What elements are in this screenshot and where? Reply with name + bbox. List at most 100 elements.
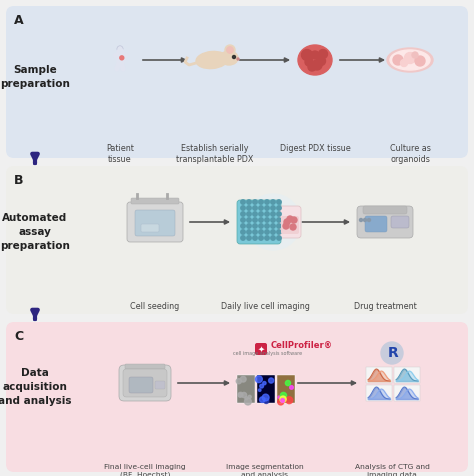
Circle shape <box>245 398 251 405</box>
Circle shape <box>287 216 293 222</box>
Circle shape <box>248 395 251 398</box>
Circle shape <box>120 56 124 60</box>
Text: Establish serially
transplantable PDX: Establish serially transplantable PDX <box>176 144 254 164</box>
Circle shape <box>253 206 257 210</box>
Ellipse shape <box>298 45 332 75</box>
Text: Data
acquisition
and analysis: Data acquisition and analysis <box>0 368 72 406</box>
Circle shape <box>259 230 263 234</box>
Circle shape <box>241 218 245 222</box>
Circle shape <box>253 224 257 228</box>
Circle shape <box>241 224 245 228</box>
Text: ✦: ✦ <box>257 345 264 354</box>
FancyBboxPatch shape <box>365 216 387 232</box>
Text: Cell seeding: Cell seeding <box>130 302 180 311</box>
FancyBboxPatch shape <box>366 385 392 401</box>
Circle shape <box>262 394 269 401</box>
Circle shape <box>291 217 297 223</box>
Text: R: R <box>388 346 398 360</box>
Circle shape <box>290 224 296 230</box>
Circle shape <box>286 397 293 404</box>
Circle shape <box>260 384 264 388</box>
Circle shape <box>238 392 243 397</box>
Circle shape <box>259 218 263 222</box>
Circle shape <box>247 230 251 234</box>
Circle shape <box>277 218 281 222</box>
FancyBboxPatch shape <box>135 210 175 236</box>
Circle shape <box>277 206 281 210</box>
Circle shape <box>283 223 289 229</box>
Circle shape <box>359 218 363 221</box>
Circle shape <box>265 218 269 222</box>
FancyBboxPatch shape <box>131 198 179 204</box>
FancyBboxPatch shape <box>257 375 275 403</box>
Circle shape <box>280 396 286 402</box>
Circle shape <box>247 218 251 222</box>
Circle shape <box>241 200 245 204</box>
Text: Final live-cell imaging
(BF, Hoechst)
Metabolic activity
assay (CTG): Final live-cell imaging (BF, Hoechst) Me… <box>104 464 186 476</box>
Text: Culture as
organoids: Culture as organoids <box>390 144 430 164</box>
Circle shape <box>285 380 291 386</box>
Circle shape <box>269 378 273 383</box>
Circle shape <box>415 56 425 66</box>
Circle shape <box>253 218 257 222</box>
Circle shape <box>280 392 287 398</box>
FancyBboxPatch shape <box>237 200 281 244</box>
Circle shape <box>117 46 123 52</box>
FancyBboxPatch shape <box>366 367 392 383</box>
Circle shape <box>233 56 236 59</box>
Circle shape <box>277 230 281 234</box>
FancyBboxPatch shape <box>255 343 267 355</box>
Text: C: C <box>14 330 23 343</box>
Circle shape <box>271 224 275 228</box>
Ellipse shape <box>390 50 430 70</box>
Circle shape <box>290 386 293 389</box>
Circle shape <box>265 206 269 210</box>
Circle shape <box>236 378 241 384</box>
Circle shape <box>253 236 257 240</box>
FancyBboxPatch shape <box>394 367 420 383</box>
FancyBboxPatch shape <box>127 202 183 242</box>
Ellipse shape <box>220 51 238 65</box>
Circle shape <box>312 60 322 70</box>
Circle shape <box>277 224 281 228</box>
Text: B: B <box>14 174 24 187</box>
Circle shape <box>278 396 281 398</box>
Circle shape <box>393 55 403 65</box>
Circle shape <box>255 376 262 383</box>
FancyBboxPatch shape <box>155 381 165 389</box>
FancyBboxPatch shape <box>123 369 167 397</box>
Circle shape <box>247 206 251 210</box>
Text: Automated
assay
preparation: Automated assay preparation <box>0 213 70 251</box>
Circle shape <box>264 398 269 404</box>
Circle shape <box>301 50 312 60</box>
Text: Daily live cell imaging: Daily live cell imaging <box>220 302 310 311</box>
FancyBboxPatch shape <box>141 224 159 232</box>
FancyBboxPatch shape <box>394 385 420 401</box>
Ellipse shape <box>196 51 228 69</box>
Circle shape <box>259 224 263 228</box>
Circle shape <box>241 230 245 234</box>
Circle shape <box>265 230 269 234</box>
Text: Sample
preparation: Sample preparation <box>0 65 70 89</box>
Circle shape <box>253 230 257 234</box>
Text: Image segmentation
and analysis: Image segmentation and analysis <box>226 464 304 476</box>
FancyBboxPatch shape <box>129 377 153 393</box>
Circle shape <box>271 236 275 240</box>
Circle shape <box>364 218 366 221</box>
Circle shape <box>319 50 328 59</box>
Circle shape <box>238 393 242 397</box>
Circle shape <box>237 58 239 60</box>
Circle shape <box>271 206 275 210</box>
Circle shape <box>281 398 284 402</box>
FancyBboxPatch shape <box>6 6 468 158</box>
Text: Patient
tissue: Patient tissue <box>106 144 134 164</box>
FancyBboxPatch shape <box>277 375 295 403</box>
Circle shape <box>241 206 245 210</box>
Circle shape <box>308 63 316 71</box>
Circle shape <box>259 212 263 216</box>
Circle shape <box>265 236 269 240</box>
Circle shape <box>259 200 263 204</box>
Text: A: A <box>14 14 24 27</box>
Circle shape <box>317 57 326 66</box>
Text: Digest PDX tissue: Digest PDX tissue <box>280 144 350 153</box>
